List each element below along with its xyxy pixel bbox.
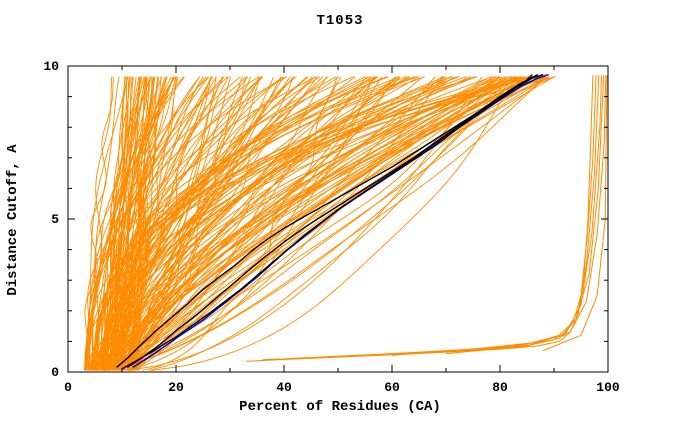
prediction-curve-outlier [445, 75, 607, 355]
prediction-curve-outlier [391, 75, 605, 356]
prediction-curve-bundle [112, 76, 520, 371]
prediction-curve [108, 76, 168, 371]
prediction-curve-bundle [118, 76, 507, 371]
prediction-curve [135, 76, 297, 371]
prediction-curve [89, 76, 214, 371]
prediction-curve [104, 76, 132, 371]
prediction-curve [121, 76, 533, 371]
prediction-curve [131, 76, 396, 371]
prediction-curve [84, 76, 114, 371]
prediction-curve [91, 76, 184, 371]
x-tick-label: 0 [64, 380, 72, 395]
prediction-curve [129, 76, 167, 371]
prediction-curve [99, 76, 201, 371]
prediction-curve-bundle [116, 76, 500, 371]
highlighted-model-curve-black [127, 73, 539, 368]
prediction-curve [95, 76, 176, 371]
prediction-curve-bundle [122, 76, 497, 371]
prediction-curve [101, 76, 416, 371]
prediction-curve [94, 76, 175, 371]
prediction-curve [151, 76, 517, 371]
prediction-curve [95, 76, 324, 371]
prediction-curve [101, 76, 340, 371]
prediction-curve [127, 76, 483, 371]
prediction-curve [86, 76, 163, 371]
prediction-curve [115, 76, 165, 371]
prediction-curve [87, 76, 288, 371]
prediction-curve [88, 76, 229, 371]
prediction-curve [109, 76, 328, 371]
x-axis-label: Percent of Residues (CA) [239, 399, 441, 415]
prediction-curve [113, 76, 520, 371]
prediction-curve [130, 76, 177, 371]
prediction-curve [148, 76, 510, 371]
prediction-curve-bundle [120, 76, 512, 371]
prediction-curve [134, 76, 411, 371]
prediction-curve [108, 76, 547, 371]
x-tick-label: 60 [384, 380, 400, 395]
prediction-curve [103, 76, 201, 371]
x-tick-label: 100 [596, 380, 620, 395]
prediction-curve [124, 76, 147, 371]
y-tick-label: 5 [51, 212, 59, 227]
y-axis-label: Distance Cutoff, A [5, 144, 21, 296]
prediction-curve [100, 76, 329, 371]
prediction-curve [128, 76, 291, 371]
prediction-curve [130, 76, 522, 371]
prediction-curve [103, 76, 508, 371]
prediction-curve [128, 76, 151, 371]
prediction-curve [135, 76, 313, 371]
prediction-curve [117, 76, 141, 371]
prediction-curve-bundle [118, 76, 542, 371]
prediction-curve [131, 76, 162, 371]
prediction-curve [122, 76, 146, 371]
prediction-curve [96, 76, 224, 371]
prediction-curve [85, 76, 152, 371]
x-tick-label: 20 [168, 380, 184, 395]
prediction-curve [116, 76, 142, 371]
prediction-curve-outlier [543, 75, 608, 352]
chart-title: T1053 [316, 13, 364, 29]
prediction-curve [96, 76, 383, 371]
prediction-curve [96, 76, 458, 371]
prediction-curve [122, 76, 294, 371]
prediction-curve [123, 76, 212, 371]
y-tick-label: 10 [43, 59, 59, 74]
prediction-curve [107, 76, 444, 371]
y-tick-label: 0 [51, 365, 59, 380]
prediction-curve [117, 76, 217, 371]
x-tick-label: 80 [492, 380, 508, 395]
prediction-curve [87, 76, 126, 371]
prediction-curve [85, 76, 151, 371]
highlighted-model-curve-black [121, 73, 544, 370]
prediction-curve [103, 76, 217, 371]
prediction-curve [114, 76, 137, 371]
prediction-curve [136, 76, 261, 371]
prediction-curve-bundle [130, 76, 555, 371]
x-tick-label: 40 [276, 380, 292, 395]
prediction-curve [104, 76, 517, 371]
